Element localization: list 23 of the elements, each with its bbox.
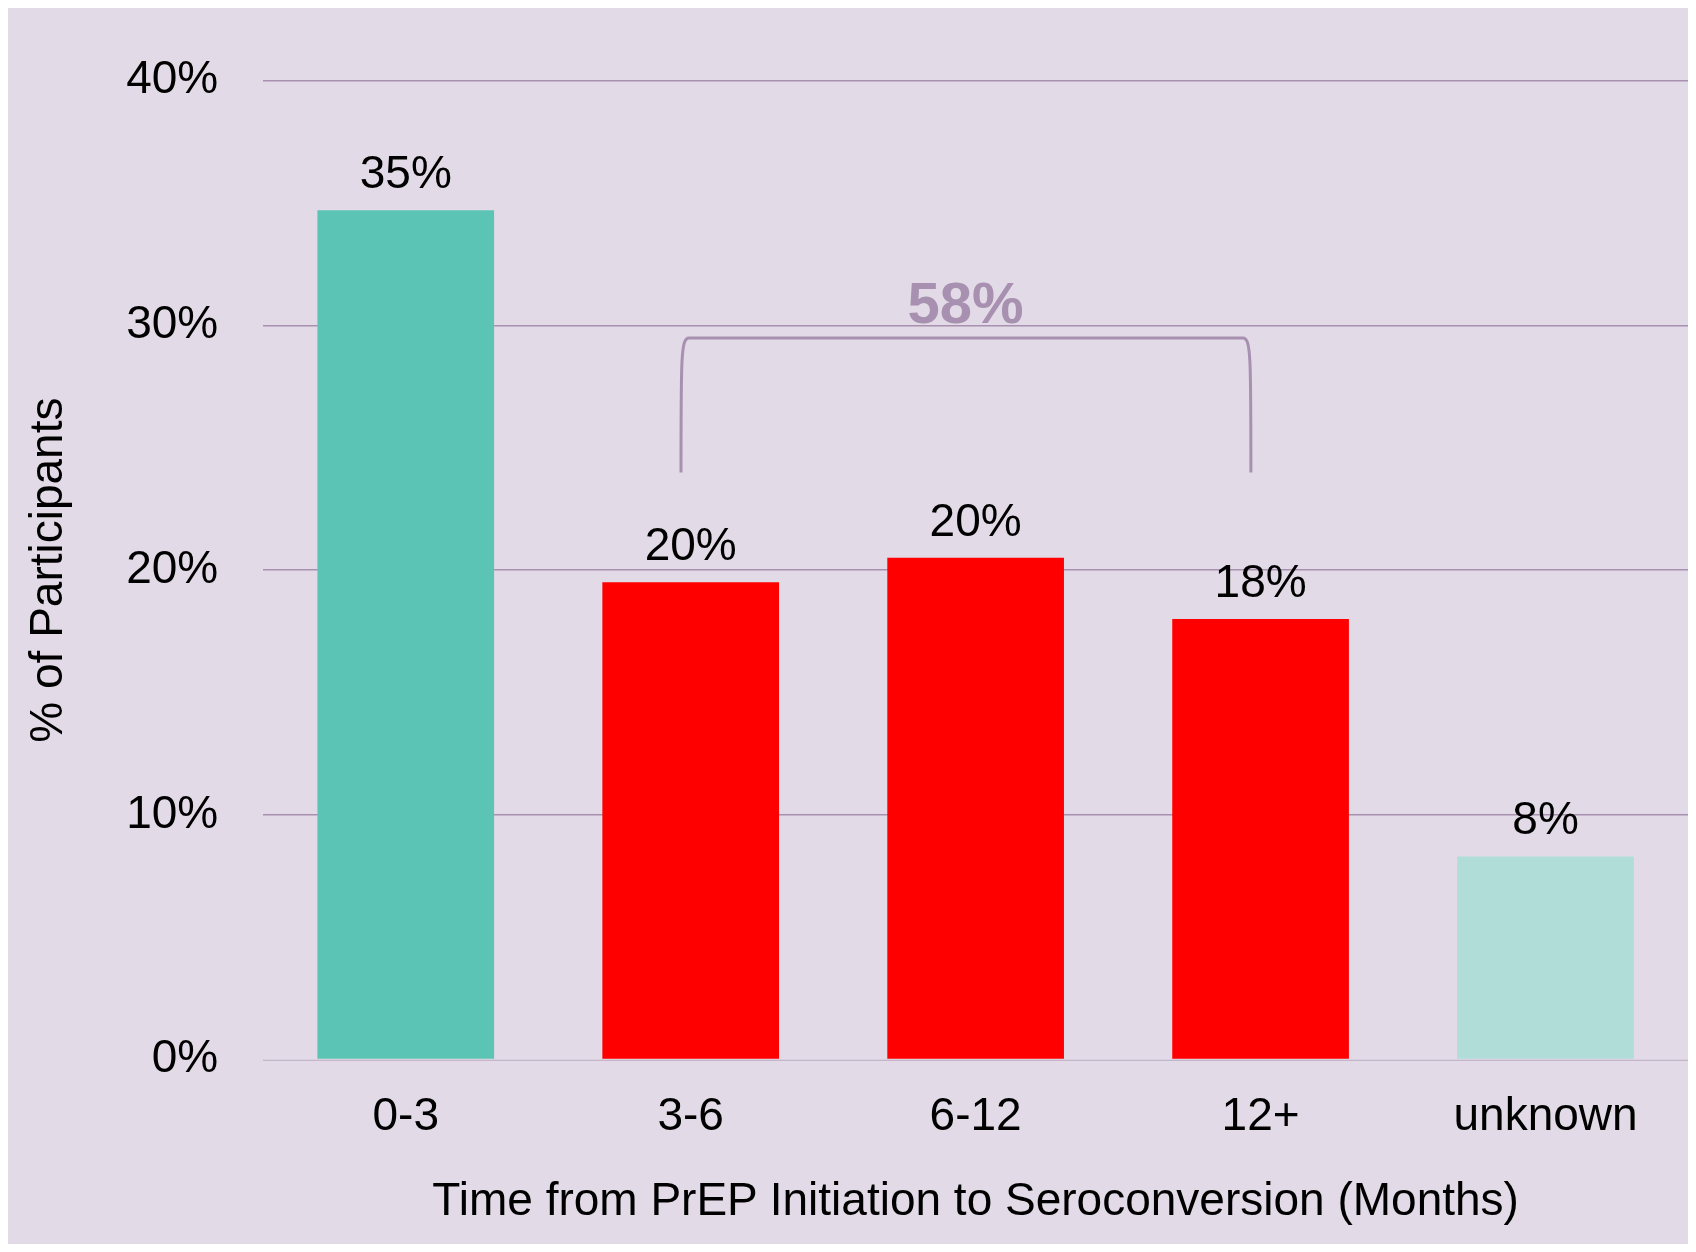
bar [1457, 856, 1634, 1059]
bar [317, 210, 495, 1059]
bar [602, 582, 780, 1059]
y-tick-label: 10% [126, 785, 219, 838]
x-tick-label: unknown [1453, 1087, 1638, 1140]
y-tick-label: 40% [126, 51, 219, 104]
y-axis-title: % of Participants [20, 397, 73, 743]
x-tick-label: 3-6 [657, 1087, 724, 1140]
x-axis-title: Time from PrEP Initiation to Seroconversion (Months) [432, 1173, 1519, 1226]
x-tick-label: 12+ [1221, 1087, 1300, 1140]
data-label: 35% [359, 146, 452, 199]
annotation: 58% [907, 269, 1024, 335]
data-label: 18% [1214, 554, 1307, 607]
bar [887, 557, 1064, 1059]
y-tick-label: 0% [151, 1030, 219, 1083]
data-label: 20% [644, 518, 737, 571]
data-label: 8% [1512, 792, 1579, 845]
x-tick-label: 6-12 [929, 1087, 1022, 1140]
y-tick-label: 30% [126, 296, 219, 349]
bar [1172, 619, 1349, 1059]
y-tick-label: 20% [126, 540, 219, 593]
x-tick-label: 0-3 [372, 1087, 439, 1140]
data-label: 20% [929, 493, 1022, 546]
